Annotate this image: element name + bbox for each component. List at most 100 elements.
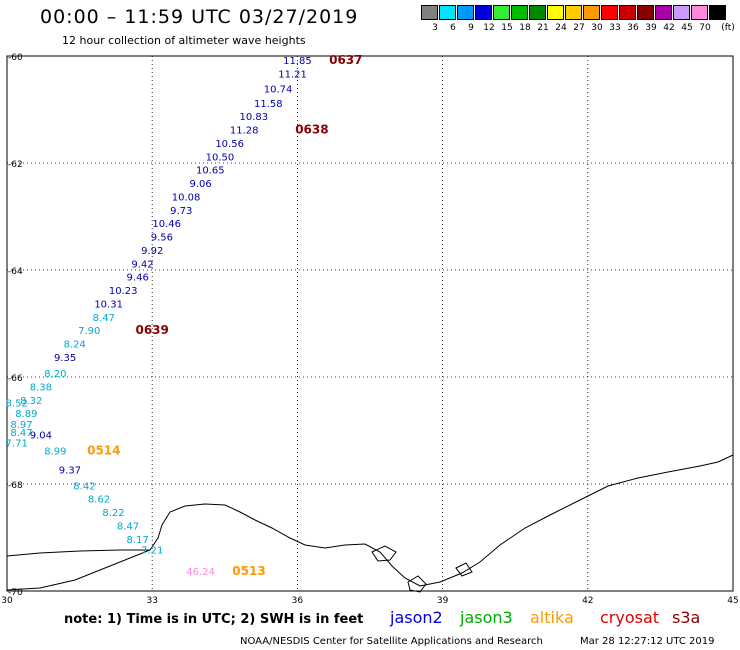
map-title: 00:00 – 11:59 UTC 03/27/2019 (40, 6, 359, 28)
wave-height-label: 8.22 (102, 508, 124, 519)
wave-height-label: 8.38 (30, 382, 52, 393)
colorbar-label: 9 (468, 23, 474, 33)
wave-height-label: 7.90 (78, 326, 100, 337)
colorbar-label: 27 (573, 23, 585, 33)
colorbar-label: 21 (537, 23, 549, 33)
latitude-tick-label: -62 (8, 160, 23, 170)
wave-height-label: 8.97 (10, 420, 32, 431)
latitude-tick-label: -68 (8, 481, 23, 491)
tick-labels: 30 33 36 39 42 45 -60 -62 -64 -66 -68 -70 (1, 53, 738, 606)
wave-height-label: 8.24 (64, 340, 86, 351)
wave-height-label: 8.62 (88, 495, 110, 506)
colorbar-swatch (565, 5, 582, 20)
credit-line: NOAA/NESDIS Center for Satellite Applica… (240, 636, 543, 647)
colorbar-label: 33 (609, 23, 621, 33)
wave-height-label: 8.89 (15, 409, 37, 420)
colorbar-label: 45 (681, 23, 693, 33)
wave-height-label: 8.47 (117, 521, 139, 532)
longitude-tick-label: 30 (1, 596, 13, 606)
map-subtitle: 12 hour collection of altimeter wave hei… (62, 34, 306, 47)
colorbar-swatch (637, 5, 654, 20)
colorbar-swatch (583, 5, 600, 20)
wave-height-label: 9.56 (151, 233, 173, 244)
wave-height-label: 10.08 (172, 192, 201, 203)
wave-height-label: 11.58 (254, 99, 283, 110)
colorbar-label: 70 (699, 23, 711, 33)
longitude-tick-label: 45 (727, 596, 738, 606)
colorbar-swatch (691, 5, 708, 20)
footer-note: note: 1) Time is in UTC; 2) SWH is in fe… (64, 612, 364, 627)
colorbar-label: 30 (591, 23, 603, 33)
satellite-legend-entry: jason3 (460, 608, 513, 627)
latitude-tick-label: -70 (8, 588, 23, 598)
wave-height-label: 9.46 (127, 273, 149, 284)
wave-height-label: 46.24 (186, 567, 215, 578)
pass-time-label: 0639 (135, 323, 168, 337)
colorbar-label: 36 (627, 23, 639, 33)
colorbar-swatch (493, 5, 510, 20)
wave-height-label: 11.28 (230, 126, 259, 137)
colorbar-swatch (475, 5, 492, 20)
wave-height-label: 8.52 (6, 398, 28, 409)
generation-timestamp: Mar 28 12:27:12 UTC 2019 (580, 636, 715, 647)
colorbar-swatch (547, 5, 564, 20)
longitude-tick-label: 39 (437, 596, 449, 606)
longitude-tick-label: 42 (582, 596, 593, 606)
wave-height-label: 9.92 (141, 246, 163, 257)
colorbar-swatch (421, 5, 438, 20)
wave-height-label: 10.56 (215, 139, 244, 150)
wave-height-labels: 11.85 11.21 10.74 11.58 10.83 11.28 10.56 10.50… (6, 53, 363, 578)
coastline-island (371, 545, 397, 562)
colorbar-unit: (ft) (721, 23, 735, 33)
colorbar-label: 24 (555, 23, 567, 33)
wave-height-label: 10.23 (109, 286, 138, 297)
colorbar-swatch (709, 5, 726, 20)
wave-height-label: 10.31 (94, 299, 123, 310)
latitude-tick-label: -60 (8, 53, 23, 63)
wave-height-label: 8.47 (10, 428, 32, 439)
colorbar-label: 6 (450, 23, 456, 33)
wave-height-label: 9.37 (59, 465, 81, 476)
colorbar-swatch (457, 5, 474, 20)
pass-time-label: 0514 (87, 444, 120, 458)
wave-height-label: 9.73 (170, 206, 192, 217)
pass-time-label: 0637 (329, 53, 362, 67)
latitude-tick-label: -66 (8, 374, 23, 384)
pass-time-label: 0638 (295, 123, 328, 137)
latitude-tick-label: -64 (8, 267, 23, 277)
wave-height-label: 9.06 (189, 179, 211, 190)
colorbar-swatch (439, 5, 456, 20)
colorbar-swatch (511, 5, 528, 20)
wave-height-label: 10.50 (206, 152, 235, 163)
coastline-island-3 (455, 562, 473, 577)
coastline-inlet (6, 549, 150, 557)
colorbar-label: 42 (663, 23, 675, 33)
wave-height-label: 8.17 (127, 535, 149, 546)
satellite-legend-entry: jason2 (390, 608, 443, 627)
wave-height-label: 8.99 (44, 447, 66, 458)
wave-height-label: 8.32 (20, 396, 42, 407)
colorbar-swatch (619, 5, 636, 20)
colorbar-swatch (655, 5, 672, 20)
wave-height-label: 9.04 (30, 431, 52, 442)
wave-height-label: 7.21 (141, 546, 163, 557)
colorbar-swatch (673, 5, 690, 20)
colorbar-label: 12 (483, 23, 495, 33)
pass-time-label: 0513 (232, 564, 265, 578)
longitude-tick-label: 36 (292, 596, 304, 606)
wave-height-label: 8.47 (93, 313, 115, 324)
colorbar-label: 18 (519, 23, 531, 33)
wave-height-label: 10.46 (152, 219, 181, 230)
coastline-island-2 (407, 575, 427, 593)
antarctic-coastline (6, 454, 734, 591)
colorbar-swatch (529, 5, 546, 20)
colorbar-label: 3 (432, 23, 438, 33)
colorbar-swatch (601, 5, 618, 20)
satellite-legend-entry: altika (530, 608, 574, 627)
wave-height-label: 7.71 (6, 439, 28, 450)
wave-height-label: 10.65 (196, 166, 225, 177)
wave-height-label: 11.85 (283, 56, 312, 67)
wave-height-label: 8.42 (73, 481, 95, 492)
wave-height-label: 9.35 (54, 353, 76, 364)
